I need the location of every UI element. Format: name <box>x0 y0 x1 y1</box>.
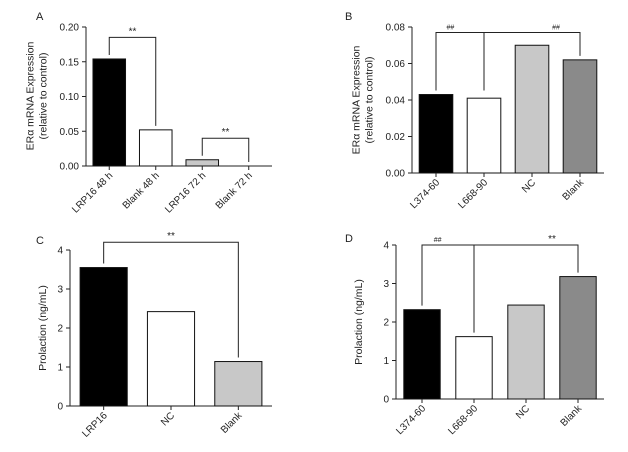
y-axis-label: ERα mRNA Expression (relative to control) <box>351 45 376 154</box>
y-axis-label: Prolaction (ng/mL) <box>37 285 49 371</box>
x-tick-label: NC <box>520 177 538 195</box>
bar-lrp16 <box>79 267 128 407</box>
y-axis-label-line: (relative to control) <box>38 53 50 140</box>
y-axis-label-line: Prolaction (ng/mL) <box>37 285 49 371</box>
bar-l374-60 <box>403 309 441 400</box>
x-tick-label: Blank <box>219 410 245 436</box>
y-tick-label: 0 <box>57 402 63 413</box>
bar-lrp16-48-h <box>92 58 127 167</box>
y-tick-label: 2 <box>57 324 63 335</box>
bar-blank <box>214 361 263 407</box>
y-tick-label: 4 <box>57 246 63 257</box>
bar-blank <box>559 276 597 400</box>
bar-nc <box>507 304 545 400</box>
bar-l668-90 <box>455 336 493 400</box>
y-tick-label: 0.04 <box>386 96 406 107</box>
x-tick-label: L668-90 <box>446 403 480 437</box>
significance-label: ** <box>167 231 175 242</box>
significance-bracket <box>108 36 157 126</box>
y-tick-label: 4 <box>383 241 389 252</box>
x-tick-label: L374-60 <box>408 177 442 211</box>
panel-letter: B <box>345 11 352 23</box>
y-axis-label: Prolaction (ng/mL) <box>353 279 365 365</box>
panel-letter: C <box>36 235 44 247</box>
x-tick-label: LRP16 72 h <box>163 170 208 215</box>
significance-label: ** <box>129 26 137 37</box>
significance-bracket <box>201 137 250 162</box>
x-tick-label: LRP16 48 h <box>70 170 115 215</box>
x-tick-label: L668-90 <box>456 177 490 211</box>
chart-panel-a: A 0.00 0.05 0.10 0.15 0.20 ERα mRNA Expression… <box>25 11 272 215</box>
significance-bracket <box>103 241 239 358</box>
y-axis-label-line: ERα mRNA Expression <box>25 41 37 150</box>
x-tick-label: Blank <box>559 403 585 429</box>
y-tick-label: 1 <box>383 356 389 367</box>
y-tick-label: 0 <box>383 395 389 406</box>
y-axis-label-line: Prolaction (ng/mL) <box>353 279 365 365</box>
x-tick-label: Blank 72 h <box>214 170 255 211</box>
chart-panel-b: B 0.00 0.02 0.04 0.06 0.08 ERα mRNA Expression… <box>345 11 604 211</box>
significance-label: ## <box>434 237 442 244</box>
bar-blank-48-h <box>138 129 173 167</box>
y-tick-label: 0.02 <box>386 132 406 143</box>
y-axis-label-line: (relative to control) <box>364 57 376 144</box>
y-tick-label: 2 <box>383 318 389 329</box>
chart-panel-d: D 0 1 2 3 4 Prolaction (ng/mL) L374-60 L668-90 NC… <box>345 233 604 437</box>
y-tick-label: 0.15 <box>60 57 80 68</box>
significance-bracket <box>435 31 581 91</box>
y-tick-label: 0.10 <box>60 92 80 103</box>
y-tick-label: 1 <box>57 363 63 374</box>
panel-letter: A <box>36 11 44 23</box>
bar-lrp16-72-h <box>185 159 220 167</box>
x-tick-label: NC <box>514 403 532 421</box>
y-tick-label: 0.05 <box>60 127 80 138</box>
bar-blank <box>562 59 598 174</box>
x-tick-label: LRP16 <box>80 410 110 440</box>
y-tick-label: 3 <box>57 285 63 296</box>
bar-nc <box>514 44 550 174</box>
x-tick-label: Blank 48 h <box>121 170 162 211</box>
panel-letter: D <box>345 233 353 245</box>
significance-label: ** <box>222 127 230 138</box>
significance-label: ## <box>552 24 560 31</box>
bar-l668-90 <box>466 97 502 174</box>
y-tick-label: 0.08 <box>386 23 406 34</box>
bar-nc <box>146 311 196 407</box>
y-tick-label: 0.00 <box>386 169 406 180</box>
significance-bracket <box>421 244 579 306</box>
y-axis-label-line: ERα mRNA Expression <box>351 45 363 154</box>
y-tick-label: 0.00 <box>60 162 80 173</box>
x-tick-label: NC <box>159 410 177 428</box>
y-tick-label: 0.06 <box>386 59 406 70</box>
y-tick-label: 0.20 <box>60 23 80 34</box>
significance-label: ## <box>447 24 455 31</box>
bar-l374-60 <box>418 94 454 174</box>
chart-panel-c: C 0 1 2 3 4 Prolaction (ng/mL) LRP16 NC Blank ** <box>36 231 272 440</box>
y-axis-label: ERα mRNA Expression (relative to control) <box>25 41 50 150</box>
x-tick-label: L374-60 <box>394 403 428 437</box>
significance-label: ** <box>548 234 556 245</box>
y-tick-label: 3 <box>383 279 389 290</box>
x-tick-label: Blank <box>561 177 587 203</box>
